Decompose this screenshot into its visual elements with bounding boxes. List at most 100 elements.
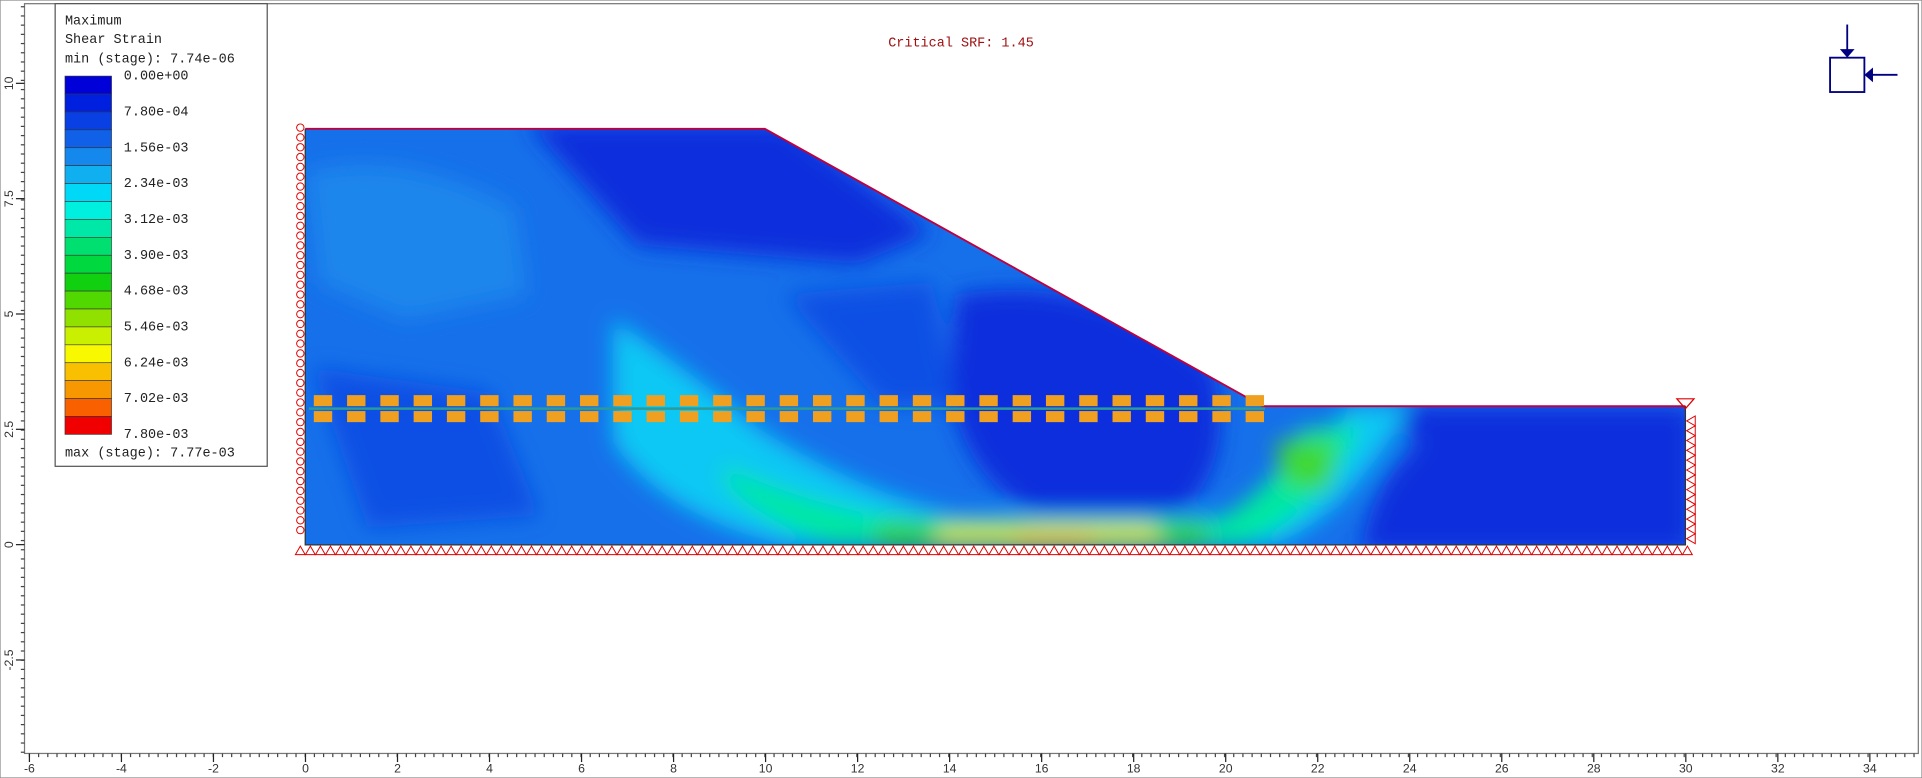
pin-support <box>626 545 638 556</box>
bolt-plate <box>546 395 566 407</box>
pin-support <box>636 545 648 556</box>
bolt-plate <box>1179 395 1198 407</box>
pin-support <box>1329 545 1342 556</box>
pin-support <box>998 545 1010 556</box>
roller-support <box>296 260 305 270</box>
pin-support <box>1651 545 1663 556</box>
bolt-plate <box>713 411 732 423</box>
roller-support <box>296 201 305 211</box>
pin-support <box>797 545 809 556</box>
pin-support <box>1209 545 1221 556</box>
roller-support <box>1685 532 1696 545</box>
pin-support <box>696 545 709 556</box>
bolt-plate <box>812 411 832 423</box>
pin-support <box>1571 545 1583 556</box>
pin-support <box>1038 545 1050 556</box>
bolt-plate <box>413 411 433 423</box>
pin-support <box>1098 545 1111 556</box>
pin-support <box>937 545 950 556</box>
legend-swatch <box>64 147 112 166</box>
legend-swatch <box>64 362 112 381</box>
pin-support <box>1229 545 1241 556</box>
pin-support <box>1118 545 1131 556</box>
pin-support <box>887 545 900 556</box>
roller-support <box>1685 424 1696 437</box>
bolt-plate <box>1145 395 1165 407</box>
x-tick-label: -2 <box>208 762 219 776</box>
pin-support <box>294 545 307 556</box>
bolt-plate <box>746 411 765 423</box>
legend-label: 7.80e-03 <box>124 428 189 443</box>
pin-support <box>334 545 347 556</box>
roller-support <box>296 378 305 388</box>
roller-support <box>296 467 305 476</box>
pin-support <box>576 545 588 556</box>
bolt-plate <box>413 395 433 407</box>
pin-support <box>1018 545 1030 556</box>
pin-support <box>465 545 477 556</box>
bolt-plate <box>1145 411 1165 423</box>
pin-support <box>1380 545 1392 556</box>
bolt-plate <box>879 395 898 407</box>
y-tick-label: 5 <box>2 310 16 317</box>
pin-support <box>1138 545 1151 556</box>
bolt-plate <box>1012 395 1032 407</box>
pin-support <box>726 545 739 556</box>
pin-support <box>736 545 749 556</box>
roller-support <box>296 123 305 132</box>
roller-support <box>296 506 305 515</box>
pin-support <box>435 545 447 556</box>
legend-label: 7.02e-03 <box>124 392 189 407</box>
x-tick-label: 0 <box>302 762 309 776</box>
x-tick-label: 26 <box>1495 762 1509 776</box>
pin-support <box>676 545 689 556</box>
legend-swatch <box>64 75 112 95</box>
roller-support <box>1685 474 1696 486</box>
pin-support <box>1359 545 1372 556</box>
pin-support <box>395 545 407 556</box>
pin-support <box>405 545 417 556</box>
legend-title: Maximum <box>65 14 122 29</box>
pin-support <box>1621 545 1633 556</box>
pin-support <box>706 545 719 556</box>
pin-support <box>1259 545 1271 556</box>
pin-support <box>947 545 960 556</box>
legend-label: 1.56e-03 <box>124 141 189 156</box>
bolt-plate <box>1079 395 1098 407</box>
pin-support <box>1440 545 1452 556</box>
bolt-plate <box>1045 411 1065 423</box>
roller-support <box>296 192 305 201</box>
pin-support <box>867 545 879 556</box>
pin-support <box>756 545 769 556</box>
roller-support <box>1685 503 1696 516</box>
pin-support <box>354 545 367 556</box>
pin-support <box>1068 545 1081 556</box>
roller-support <box>1685 434 1696 447</box>
roller-support <box>296 476 305 486</box>
bolt-plate <box>912 395 932 407</box>
y-tick-label: -2.5 <box>2 649 16 670</box>
pin-support <box>545 545 558 556</box>
roller-support <box>296 182 305 191</box>
roller-support <box>296 290 305 299</box>
annotation: Critical SRF: 1.45 <box>888 37 1034 52</box>
bolt-plate <box>713 395 732 407</box>
pin-support <box>314 545 327 556</box>
legend-swatch <box>64 219 112 238</box>
pin-support <box>1199 545 1211 556</box>
pin-support <box>1289 545 1302 556</box>
pin-support <box>374 545 387 556</box>
roller-support <box>296 525 305 535</box>
bolt-plate <box>779 411 799 423</box>
roller-support <box>296 427 305 437</box>
pin-support <box>1561 545 1573 556</box>
bolt-plate <box>779 395 799 407</box>
bolt-plate <box>1245 411 1265 423</box>
pin-support <box>565 545 578 556</box>
pin-support <box>847 545 859 556</box>
bolt-plate <box>979 395 998 407</box>
bolt-plate <box>313 395 333 407</box>
legend-swatch <box>64 380 112 399</box>
legend-swatch <box>64 129 112 149</box>
roller-support <box>296 349 305 358</box>
